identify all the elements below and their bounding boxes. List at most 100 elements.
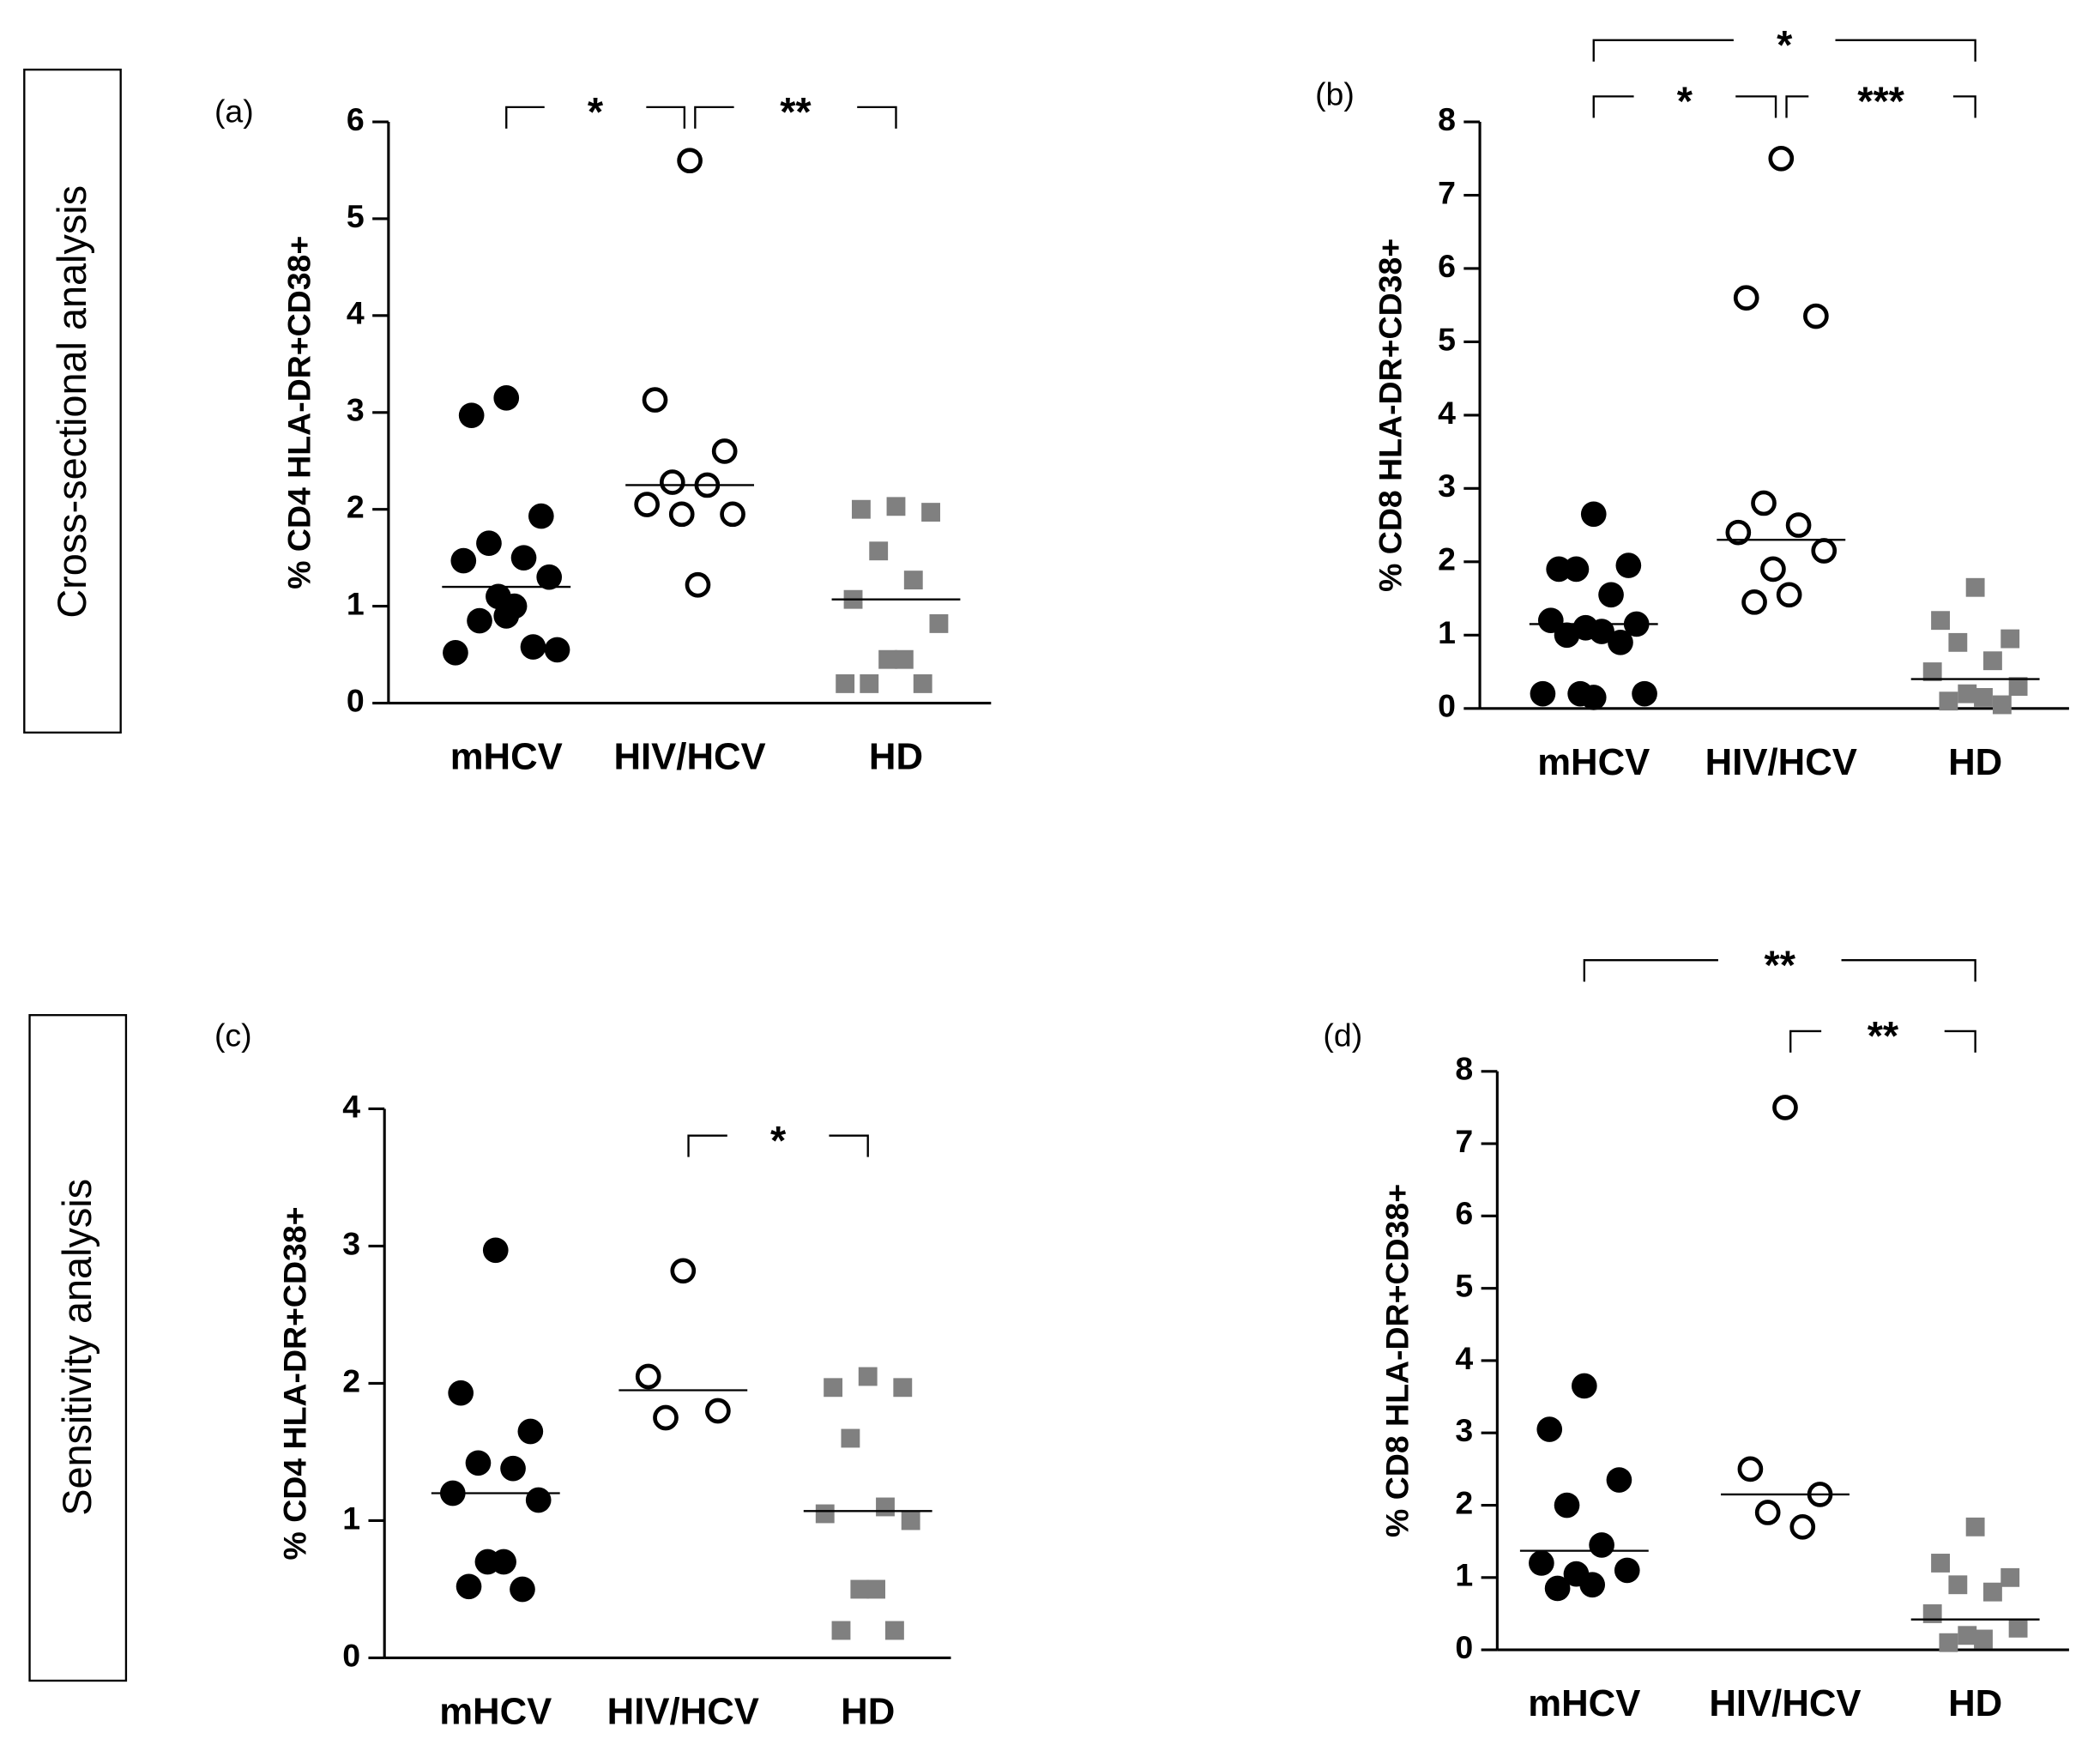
- y-tick-label: 8: [1455, 1051, 1473, 1087]
- significance-bracket: [1583, 959, 1976, 982]
- data-point: [1572, 1373, 1597, 1399]
- data-point: [2000, 629, 2020, 649]
- y-axis-label: % CD8 HLA-DR+CD38+: [1379, 1184, 1415, 1537]
- data-point: [1811, 538, 1838, 564]
- data-point: [1785, 512, 1812, 538]
- data-point: [903, 571, 923, 590]
- data-point: [1922, 1604, 1942, 1623]
- y-axis-label: % CD4 HLA-DR+CD38+: [277, 1206, 313, 1560]
- y-tick-label: 6: [1455, 1195, 1473, 1231]
- significance-bracket: [1592, 95, 1777, 118]
- data-point: [544, 637, 570, 663]
- data-point: [1741, 589, 1767, 615]
- y-tick-label: 2: [347, 489, 365, 525]
- data-point: [876, 1497, 895, 1517]
- data-point: [1554, 622, 1580, 649]
- significance-label: *: [1677, 79, 1693, 124]
- x-tick-label: HIV/HCV: [1709, 1682, 1861, 1724]
- data-point: [1544, 1575, 1571, 1602]
- x-tick-label: mHCV: [1537, 741, 1650, 783]
- data-point: [1965, 1517, 1985, 1537]
- data-point: [929, 613, 949, 633]
- data-point: [456, 1573, 482, 1600]
- significance-label: *: [1777, 23, 1793, 68]
- data-point: [1772, 1095, 1798, 1120]
- data-point: [705, 1398, 731, 1424]
- data-point: [831, 1621, 851, 1640]
- data-point: [1958, 1626, 1977, 1645]
- significance-label: *: [770, 1118, 787, 1162]
- data-point: [1948, 632, 1968, 652]
- x-tick-label: mHCV: [1528, 1682, 1640, 1724]
- y-tick-label: 1: [347, 585, 365, 621]
- y-tick-label: 0: [347, 682, 365, 718]
- data-point: [510, 1576, 535, 1603]
- y-tick-label: 6: [1438, 248, 1456, 284]
- significance-bracket: [1789, 1029, 1976, 1053]
- x-tick-label: HD: [1948, 741, 2002, 783]
- data-point: [841, 1428, 860, 1448]
- data-point: [1965, 577, 1985, 597]
- data-point: [850, 1579, 870, 1599]
- data-point: [1589, 1532, 1614, 1558]
- data-point: [824, 1378, 843, 1398]
- data-point: [1974, 688, 1993, 707]
- data-point: [635, 1363, 661, 1390]
- significance-bracket: [505, 106, 686, 129]
- y-axis-label: % CD8 HLA-DR+CD38+: [1373, 238, 1409, 592]
- data-point: [685, 571, 711, 598]
- y-tick-label: 0: [342, 1637, 360, 1673]
- data-point: [1931, 1554, 1950, 1573]
- data-point: [894, 649, 914, 669]
- data-point: [2008, 1618, 2028, 1638]
- significance-label: **: [1868, 1014, 1899, 1059]
- significance-bracket: [1785, 95, 1976, 118]
- x-tick-label: HIV/HCV: [607, 1691, 759, 1733]
- y-tick-label: 5: [1455, 1268, 1473, 1304]
- panel-label: (a): [214, 94, 254, 130]
- data-point: [815, 1504, 835, 1524]
- y-tick-label: 4: [342, 1088, 360, 1124]
- data-point: [520, 634, 546, 660]
- y-tick-label: 7: [1438, 174, 1456, 210]
- data-point: [1580, 501, 1607, 528]
- x-tick-label: mHCV: [450, 736, 563, 778]
- data-point: [866, 1579, 885, 1599]
- significance-bracket: [1592, 39, 1976, 62]
- data-point: [670, 1258, 697, 1284]
- x-tick-label: mHCV: [439, 1691, 552, 1733]
- y-axis-label: % CD4 HLA-DR+CD38+: [281, 236, 317, 589]
- panel-label: (d): [1323, 1017, 1362, 1054]
- data-point: [465, 1450, 492, 1476]
- y-tick-label: 5: [347, 198, 365, 234]
- x-tick-label: HD: [841, 1691, 895, 1733]
- data-point: [1614, 1557, 1640, 1584]
- data-point: [450, 547, 477, 574]
- data-point: [1615, 552, 1642, 578]
- data-point: [677, 148, 703, 174]
- data-point: [476, 530, 502, 557]
- data-point: [1725, 519, 1752, 546]
- y-tick-label: 2: [1455, 1484, 1473, 1520]
- data-point: [1751, 490, 1777, 516]
- data-point: [1529, 1550, 1554, 1576]
- significance-label: ***: [1857, 79, 1904, 124]
- data-point: [1632, 680, 1657, 707]
- y-tick-label: 2: [1438, 541, 1456, 577]
- data-point: [1983, 1582, 2002, 1602]
- data-point: [1567, 680, 1593, 707]
- x-tick-label: HIV/HCV: [1705, 741, 1857, 783]
- data-point: [525, 1487, 552, 1513]
- y-tick-label: 2: [342, 1362, 360, 1398]
- data-point: [668, 501, 695, 528]
- y-tick-label: 1: [1455, 1557, 1473, 1593]
- data-point: [1789, 1513, 1816, 1540]
- data-point: [1546, 556, 1572, 583]
- y-tick-label: 8: [1438, 101, 1456, 137]
- y-tick-label: 3: [1438, 468, 1456, 504]
- data-point: [1606, 1467, 1632, 1493]
- data-point: [536, 564, 563, 590]
- data-point: [720, 501, 745, 528]
- y-tick-label: 3: [347, 392, 365, 428]
- data-point: [878, 649, 898, 669]
